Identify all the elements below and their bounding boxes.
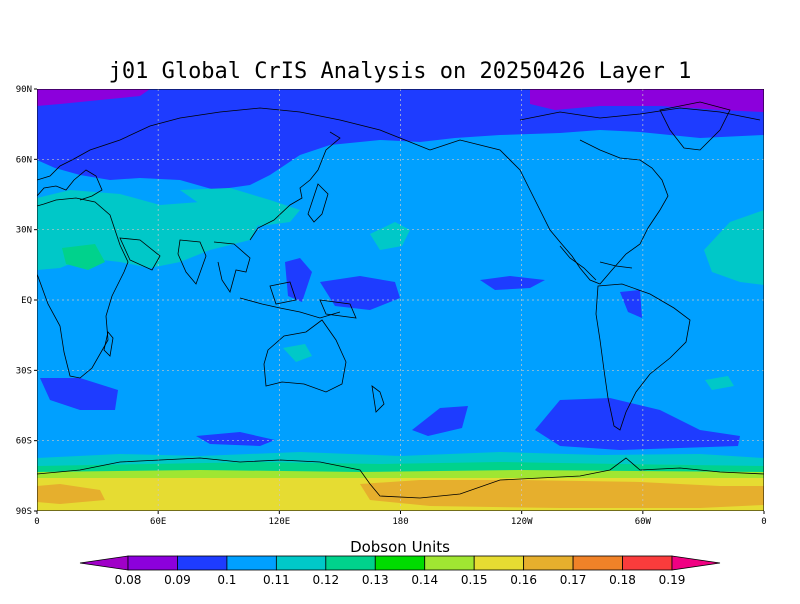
field-west-pacific-low — [285, 258, 312, 302]
coastlines — [37, 101, 764, 499]
field-central-pacific-low — [320, 276, 400, 310]
colorbar-label: 0.12 — [312, 573, 339, 587]
lon-tick-label: 60E — [150, 517, 166, 527]
colorbar-title: Dobson Units — [350, 538, 450, 556]
colorbar-swatch — [523, 555, 574, 571]
coast-indonesia — [239, 297, 341, 319]
coast-africa — [37, 197, 129, 379]
lat-tick-label: 30N — [16, 226, 32, 236]
coast-china-korea — [249, 131, 341, 241]
map-plot — [37, 89, 764, 511]
lat-tick-label: 60N — [16, 155, 32, 165]
lat-tick-labels: 90N 60N 30N EQ 30S 60S 90S — [16, 85, 37, 517]
lat-tick-label: 90N — [16, 85, 32, 95]
coast-madagascar — [103, 331, 114, 357]
colorbar-label: 0.13 — [362, 573, 389, 587]
colorbar-swatch — [473, 555, 525, 571]
colorbar-label: 0.11 — [263, 573, 290, 587]
coast-central-america — [559, 245, 597, 281]
lon-tick-label: 180 — [392, 517, 408, 527]
coast-se-asia — [213, 241, 251, 293]
field-south-america-high — [705, 376, 734, 390]
colorbar-label: 0.19 — [659, 573, 686, 587]
colorbar-swatch — [374, 555, 426, 571]
colorbar-swatch — [572, 555, 623, 571]
colorbar-label: 0.14 — [411, 573, 438, 587]
colorbar-swatch — [325, 555, 376, 571]
colorbar-label: 0.1 — [217, 573, 236, 587]
coast-new-guinea — [319, 299, 357, 319]
colorbar-label: 0.08 — [115, 573, 142, 587]
field-asia-high — [180, 188, 300, 226]
colorbar-triangle-high — [671, 555, 721, 571]
colorbar-swatch — [424, 555, 475, 571]
field-southern-atlantic-low — [535, 398, 740, 450]
field-pacific-low-strip — [480, 276, 545, 290]
coast-arctic-islands — [519, 107, 761, 121]
colorbar-swatch — [622, 555, 673, 571]
colorbar-swatch — [127, 555, 178, 571]
coast-new-zealand — [371, 385, 385, 413]
field-arctic-cap — [37, 89, 150, 106]
field-antarctic-orange-west — [37, 484, 105, 504]
field-atlantic-east-high — [704, 210, 764, 285]
lon-tick-labels: 0 60E 120E 180 120W 60W 0 — [34, 511, 767, 527]
colorbar-swatch — [226, 555, 277, 571]
coast-antarctica — [37, 457, 764, 499]
coast-greenland — [659, 101, 731, 151]
coast-south-america — [595, 283, 691, 431]
coast-eurasia-north — [37, 107, 431, 181]
coast-arabia — [119, 237, 161, 271]
lon-tick-label: 60W — [635, 517, 652, 527]
field-arctic-cap-east — [530, 89, 764, 112]
lat-tick-label: EQ — [21, 296, 32, 306]
field-pacific-blob — [370, 222, 410, 250]
lat-tick-label: 60S — [16, 437, 32, 447]
field-amazon-low — [620, 290, 642, 318]
lon-tick-label: 120W — [511, 517, 533, 527]
lat-tick-label: 30S — [16, 366, 32, 376]
colorbar-label: 0.17 — [560, 573, 587, 587]
field-indian-ocean-low — [40, 378, 118, 410]
coast-japan — [307, 183, 329, 223]
coast-borneo — [269, 281, 297, 305]
coast-india — [177, 239, 207, 285]
lon-tick-label: 0 — [34, 517, 39, 527]
lat-tick-label: 90S — [16, 507, 32, 517]
coast-north-america — [429, 139, 669, 285]
colorbar-label: 0.09 — [164, 573, 191, 587]
coast-caribbean — [599, 261, 633, 269]
colorbar-swatch — [275, 555, 327, 571]
coast-europe — [37, 169, 103, 201]
lon-tick-label: 0 — [761, 517, 766, 527]
colorbar-label: 0.15 — [461, 573, 488, 587]
field-australia-high — [283, 344, 312, 362]
graticule — [37, 89, 764, 511]
colorbar-label: 0.16 — [510, 573, 537, 587]
lon-tick-label: 120E — [268, 517, 290, 527]
field-antarctic-orange-east — [360, 480, 764, 508]
colorbar-label: 0.18 — [609, 573, 636, 587]
colorbar-swatch — [177, 555, 228, 571]
colorbar-triangle-low — [79, 555, 129, 571]
field-indian-south-low — [196, 432, 275, 446]
field-sahara-high — [62, 244, 105, 270]
coast-australia — [263, 319, 347, 393]
field-south-pacific-low — [412, 406, 468, 436]
colorbar: 0.08 0.09 0.1 0.11 0.12 0.13 0.14 0.15 0.16 0.17 0… — [79, 555, 721, 587]
plot-title: j01 Global CrIS Analysis on 20250426 Lay… — [109, 59, 692, 84]
